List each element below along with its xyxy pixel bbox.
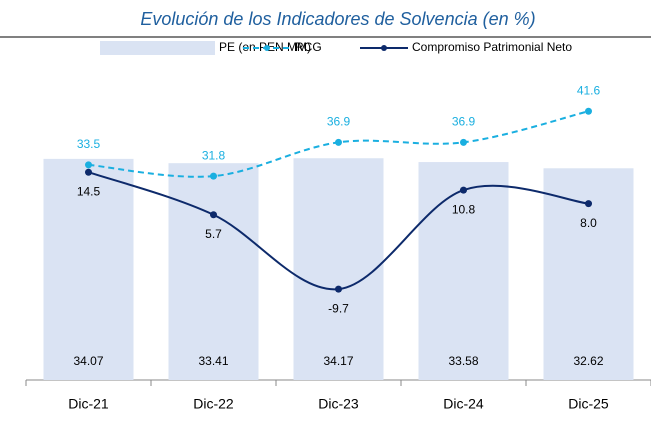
- x-tick-label: Dic-22: [193, 396, 234, 412]
- x-tick-label: Dic-23: [318, 396, 359, 412]
- bar-label: 34.17: [323, 354, 353, 368]
- point-label: 5.7: [205, 227, 222, 241]
- bar: [543, 168, 634, 380]
- point: [585, 107, 592, 115]
- point-label: 31.8: [202, 148, 226, 162]
- point: [210, 172, 217, 180]
- point-label: 36.9: [452, 115, 476, 129]
- chart-title: Evolución de los Indicadores de Solvenci…: [140, 9, 535, 29]
- point-label: 14.5: [77, 184, 101, 198]
- bar-label: 33.41: [198, 354, 228, 368]
- legend-marker: [381, 45, 387, 51]
- bar-label: 33.58: [448, 354, 478, 368]
- point-label: 36.9: [327, 115, 351, 129]
- x-tick-label: Dic-21: [68, 396, 109, 412]
- point: [85, 168, 92, 176]
- bar: [293, 158, 384, 380]
- x-tick-label: Dic-25: [568, 396, 609, 412]
- bar: [168, 163, 259, 380]
- point: [460, 138, 467, 146]
- point: [85, 161, 92, 169]
- point: [585, 200, 592, 208]
- x-tick-label: Dic-24: [443, 396, 484, 412]
- bar: [418, 162, 509, 380]
- point: [335, 138, 342, 146]
- point: [460, 186, 467, 194]
- point-label: 33.5: [77, 137, 101, 151]
- bar-label: 34.07: [73, 354, 103, 368]
- point-label: 41.6: [577, 83, 601, 97]
- point-label: 8.0: [580, 216, 597, 230]
- bar: [43, 158, 134, 380]
- legend-swatch: [100, 41, 215, 55]
- point-label: 10.8: [452, 202, 476, 216]
- bar-label: 32.62: [573, 354, 603, 368]
- point: [335, 285, 342, 293]
- point: [210, 211, 217, 219]
- legend-label: Compromiso Patrimonial Neto: [412, 40, 572, 54]
- legend-marker: [264, 45, 270, 51]
- legend-label: RCG: [295, 40, 322, 54]
- point-label: -9.7: [328, 301, 349, 315]
